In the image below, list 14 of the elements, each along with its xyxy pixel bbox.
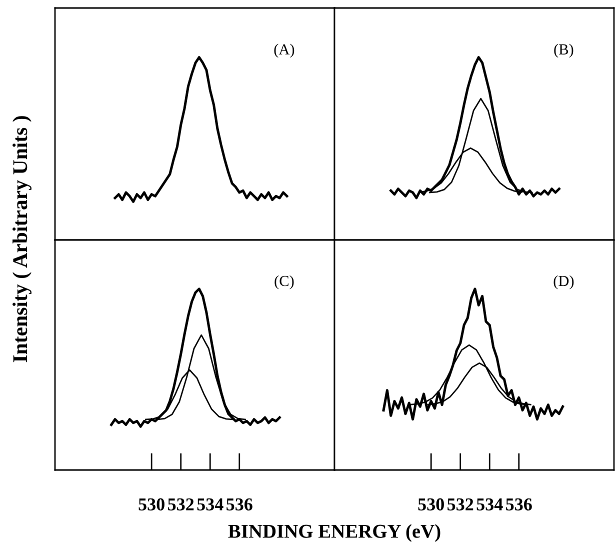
x-tick-label: 534 [197,498,224,510]
x-tick-label: 534 [476,498,503,510]
x-axis-title: BINDING ENERGY (eV) [228,524,440,542]
x-tick-label: 536 [506,498,532,510]
x-tick-label: 530 [138,498,164,510]
annotation: (D) [554,275,574,290]
x-tick-label: 530 [418,498,444,510]
x-tick-label: 536 [226,498,252,510]
annotation: (A) [274,44,294,58]
y-axis-title: Intensity ( Arbitrary Units ) [12,116,32,362]
annotation: (C) [274,275,294,290]
annotation: (B) [554,44,574,58]
x-tick-label: 532 [168,498,194,510]
x-tick-label: 532 [448,498,474,510]
